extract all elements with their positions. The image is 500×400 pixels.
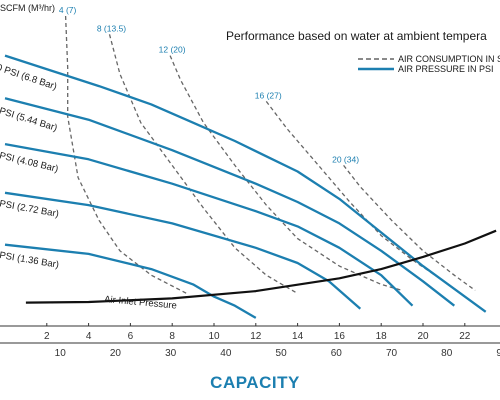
top-tick-label-0: 2: [44, 331, 50, 342]
pressure-curve-1: [4, 97, 456, 307]
legend-air-pressure-label: AIR PRESSURE IN PSI: [398, 64, 494, 74]
x-axis-ticks: 24681012141618202224102030405060708090: [44, 323, 500, 359]
bottom-tick-label-8: 90: [496, 348, 500, 359]
pressure-curve-2: [4, 142, 414, 307]
top-tick-label-7: 16: [334, 331, 346, 342]
bottom-tick-label-1: 20: [110, 348, 122, 359]
x-axis-title: CAPACITY: [210, 373, 300, 392]
top-tick-label-5: 12: [250, 331, 262, 342]
bottom-tick-label-7: 80: [441, 348, 453, 359]
top-tick-label-2: 6: [128, 331, 134, 342]
pressure-curve-0: [4, 54, 487, 313]
legend-air-consumption-label: AIR CONSUMPTION IN SC: [398, 54, 500, 64]
pressure-curve-4: [4, 243, 257, 319]
scfm-curve-1: [108, 34, 298, 295]
scfm-curve-2: [169, 55, 403, 292]
pressure-label-4: 20 PSI (1.36 Bar): [0, 248, 60, 271]
scfm-curve-4: [343, 165, 476, 291]
top-tick-label-8: 18: [376, 331, 388, 342]
y-axis-title: SCFM (M³/hr): [0, 3, 55, 13]
air-inlet-label: Air Inlet Pressure: [104, 294, 178, 312]
bottom-tick-label-5: 60: [331, 348, 343, 359]
scfm-label-1: 8 (13.5): [97, 23, 126, 33]
top-tick-label-4: 10: [208, 331, 220, 342]
scfm-label-4: 20 (34): [332, 154, 359, 164]
scfm-curve-3: [265, 101, 445, 282]
top-tick-label-10: 22: [459, 331, 471, 342]
bottom-tick-label-3: 40: [220, 348, 232, 359]
top-tick-label-1: 4: [86, 331, 92, 342]
scfm-label-2: 12 (20): [159, 45, 186, 55]
bottom-tick-label-2: 30: [165, 348, 177, 359]
top-tick-label-6: 14: [292, 331, 304, 342]
scfm-curve-0: [64, 15, 188, 295]
curve-labels: 100 PSI (6.8 Bar)80 PSI (5.44 Bar)60 PSI…: [0, 5, 359, 312]
bottom-tick-label-4: 50: [276, 348, 288, 359]
pressure-curve-3: [4, 191, 362, 310]
pressure-label-1: 80 PSI (5.44 Bar): [0, 102, 58, 134]
legend: AIR CONSUMPTION IN SC AIR PRESSURE IN PS…: [358, 54, 500, 74]
bottom-tick-label-0: 10: [55, 348, 67, 359]
bottom-tick-label-6: 70: [386, 348, 398, 359]
air-pressure-curves: [4, 54, 487, 319]
top-tick-label-9: 20: [417, 331, 429, 342]
scfm-label-3: 16 (27): [255, 90, 282, 100]
air-inlet-pressure-curve: [25, 229, 497, 304]
scfm-label-0: 4 (7): [59, 5, 77, 15]
inlet-pressure-line: [25, 229, 497, 304]
chart-title: Performance based on water at ambient te…: [226, 29, 487, 43]
top-tick-label-3: 8: [169, 331, 175, 342]
